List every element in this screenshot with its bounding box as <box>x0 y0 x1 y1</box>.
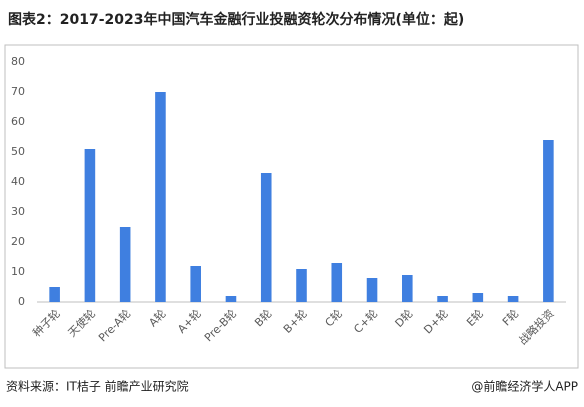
x-tick-label: D轮 <box>392 306 416 330</box>
bar <box>190 266 201 302</box>
x-tick-label: 种子轮 <box>30 306 63 339</box>
bar <box>472 293 484 302</box>
x-tick-label: D+轮 <box>421 306 451 336</box>
bar <box>543 140 554 302</box>
y-tick-label: 30 <box>11 205 25 218</box>
x-tick-label: B+轮 <box>280 306 310 336</box>
y-tick-label: 80 <box>11 55 25 68</box>
x-tick-label: 战略投资 <box>516 306 557 347</box>
x-tick-label: A+轮 <box>174 306 204 336</box>
credit: @前瞻经济学人APP <box>471 379 578 394</box>
bar <box>49 287 60 302</box>
bar <box>84 149 96 302</box>
y-tick-label: 20 <box>11 235 25 248</box>
x-tick-label: B轮 <box>251 306 274 329</box>
bar <box>437 296 448 302</box>
y-tick-label: 70 <box>11 85 25 98</box>
bar <box>366 278 378 302</box>
x-tick-label: Pre-B轮 <box>201 306 239 344</box>
x-tick-label: 天使轮 <box>65 306 98 339</box>
source: 资料来源：IT桔子 前瞻产业研究院 <box>6 379 189 394</box>
y-tick-label: 10 <box>11 265 25 278</box>
y-tick-label: 40 <box>11 175 25 188</box>
bar <box>331 263 343 302</box>
y-tick-label: 0 <box>18 295 25 308</box>
y-tick-label: 50 <box>11 145 25 158</box>
bar <box>296 269 307 302</box>
bar <box>402 275 413 302</box>
x-tick-label: A轮 <box>146 306 169 329</box>
bar <box>225 296 237 302</box>
plot-frame <box>4 44 579 369</box>
bar <box>119 227 131 302</box>
chart-title: 图表2：2017-2023年中国汽车金融行业投融资轮次分布情况(单位：起) <box>8 11 464 28</box>
x-tick-label: C轮 <box>322 306 345 329</box>
bar <box>260 173 272 302</box>
x-tick-label: F轮 <box>499 306 521 328</box>
y-tick-label: 60 <box>11 115 25 128</box>
x-tick-label: Pre-A轮 <box>95 306 133 344</box>
x-tick-label: C+轮 <box>351 306 381 336</box>
bar <box>155 92 166 302</box>
bar <box>507 296 519 302</box>
x-tick-label: E轮 <box>463 306 486 329</box>
